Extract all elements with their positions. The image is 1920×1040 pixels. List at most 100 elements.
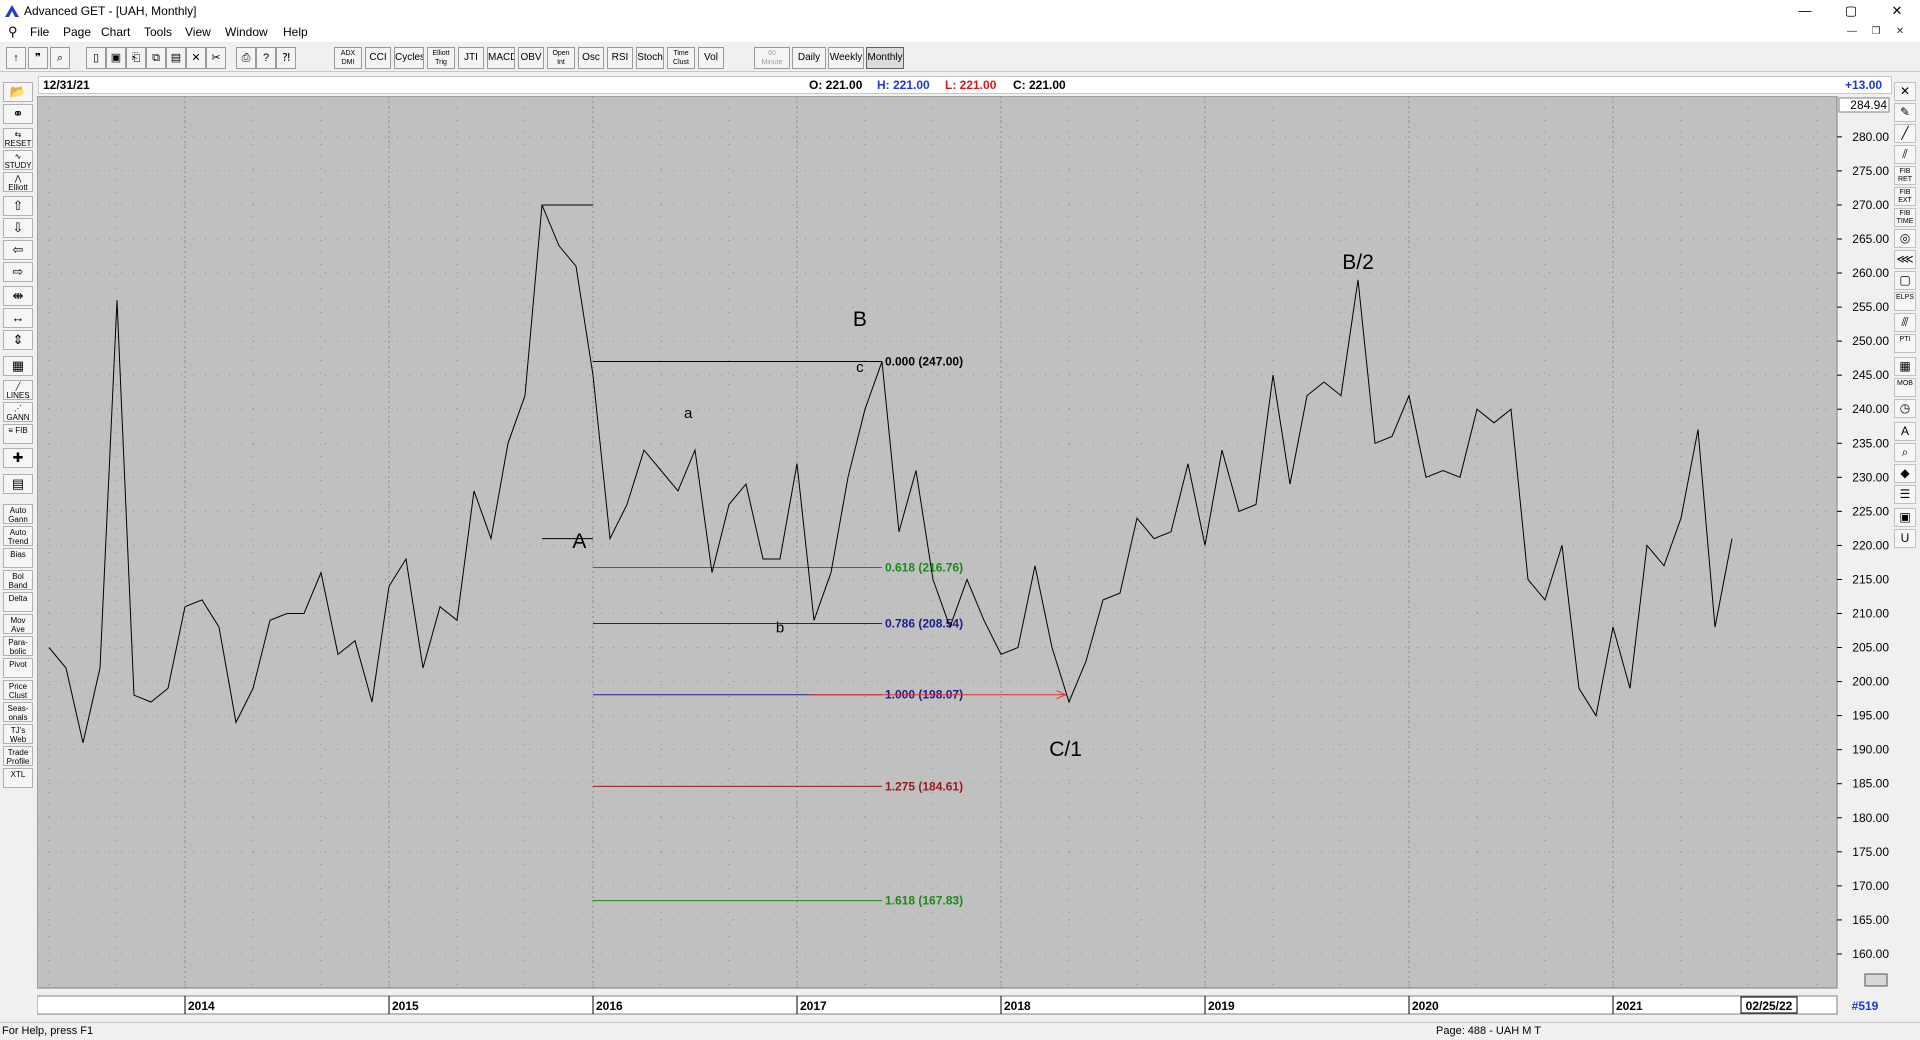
delete-icon[interactable]: ✕ [186, 47, 206, 69]
minimize-button[interactable]: — [1798, 3, 1812, 18]
tool-magnet-icon[interactable]: U [1894, 529, 1916, 548]
print-icon[interactable]: ⎙ [236, 47, 256, 69]
tool-lines-button[interactable]: ╱ LINES [3, 380, 33, 400]
menu-file[interactable]: File [30, 25, 50, 39]
vol-button[interactable]: Vol [698, 47, 724, 69]
tool-arrow-left-icon[interactable]: ⇦ [3, 240, 33, 260]
tool-delta-button[interactable]: Delta [3, 592, 33, 612]
tool-auto-gann-button[interactable]: Auto Gann [3, 504, 33, 524]
tool-text-icon[interactable]: A [1894, 422, 1916, 441]
daily-button[interactable]: Daily [792, 47, 826, 69]
child-restore-button[interactable]: ❐ [1871, 26, 1881, 37]
axis-scale-icon[interactable] [1864, 973, 1888, 987]
tool-fib-button[interactable]: ≡ FIB [3, 424, 33, 444]
tool-expand-h-icon[interactable]: ↔ [3, 308, 33, 328]
60-minute-button[interactable]: 60 Minute [754, 47, 790, 69]
menu-help[interactable]: Help [283, 25, 308, 39]
tool-bol-band-button[interactable]: Bol Band [3, 570, 33, 590]
tool-channel-icon[interactable]: ⫽ [1894, 145, 1916, 164]
tool-page-icon[interactable]: ▣ [1894, 508, 1916, 527]
tool-tjs-web-button[interactable]: TJ's Web [3, 724, 33, 744]
close-button[interactable]: ✕ [1891, 3, 1903, 18]
tool-binoculars-icon[interactable]: ⚭ [3, 104, 33, 124]
tool-fib-ext-button[interactable]: FIB EXT [1894, 187, 1916, 206]
price-chart[interactable]: 160.00 165.00 170.00 175.00 180.00 185.00 190.… [37, 96, 1893, 1016]
tool-bias-button[interactable]: Bias [3, 548, 33, 568]
tool-arrow-right-icon[interactable]: ⇨ [3, 262, 33, 282]
tool-trade-profile-button[interactable]: Trade Profile [3, 746, 33, 766]
tool-mob-button[interactable]: MOB [1894, 378, 1916, 397]
menu-page[interactable]: Page [63, 25, 92, 39]
jti-button[interactable]: JTI [458, 47, 484, 69]
tool-compress-icon[interactable]: ⇼ [3, 286, 33, 306]
tool-pencil-icon[interactable]: ✎ [1894, 103, 1916, 122]
child-minimize-button[interactable]: — [1847, 26, 1857, 37]
tool-list-icon[interactable]: ☰ [1894, 485, 1916, 504]
help-icon[interactable]: ? [256, 47, 276, 69]
tool-arrow-down-icon[interactable]: ⇩ [3, 218, 33, 238]
menu-window[interactable]: Window [225, 25, 268, 39]
paste-icon[interactable]: ▤ [166, 47, 186, 69]
tool-gann-button[interactable]: ⋰ GANN [3, 402, 33, 422]
tool-xtl-button[interactable]: XTL [3, 768, 33, 788]
quote-icon[interactable]: ❞ [28, 47, 48, 69]
cut-icon[interactable]: ✂ [206, 47, 226, 69]
tool-parabolic-button[interactable]: Para- bolic [3, 636, 33, 656]
tool-box-icon[interactable]: ▢ [1894, 271, 1916, 290]
open-icon[interactable]: ⎗ [126, 47, 146, 69]
tool-crosshair-icon[interactable]: ✚ [3, 448, 33, 468]
context-help-icon[interactable]: ⁈ [276, 47, 296, 69]
time-clust-button[interactable]: Time Clust [667, 47, 695, 69]
pointer-icon[interactable]: ↑ [6, 47, 26, 69]
menu-view[interactable]: View [185, 25, 211, 39]
tool-price-clust-button[interactable]: Price Clust [3, 680, 33, 700]
tool-elliott-button[interactable]: ⋀ Elliott [3, 172, 33, 192]
weekly-button[interactable]: Weekly [828, 47, 864, 69]
obv-button[interactable]: OBV [518, 47, 544, 69]
tool-circle-icon[interactable]: ◎ [1894, 229, 1916, 248]
tool-grid-tool-icon[interactable]: ▦ [1894, 357, 1916, 376]
tool-open-icon[interactable]: 📂 [3, 82, 33, 102]
tool-seasonals-button[interactable]: Seas- onals [3, 702, 33, 722]
tool-trendline-icon[interactable]: ╱ [1894, 124, 1916, 143]
tool-reset-button[interactable]: ⇆ RESET [3, 128, 33, 148]
cycles-button[interactable]: Cycles [394, 47, 424, 69]
tool-pivot-button[interactable]: Pivot [3, 658, 33, 678]
maximize-button[interactable]: ▢ [1844, 3, 1858, 18]
new-page-icon[interactable]: ▯ [86, 47, 106, 69]
tool-magnify-icon[interactable]: ⌕ [1894, 443, 1916, 462]
open-int-button[interactable]: Open Int [547, 47, 575, 69]
zoom-icon[interactable]: ⌕ [50, 47, 70, 69]
stoch-button[interactable]: Stoch [636, 47, 664, 69]
tool-print-icon[interactable]: ▤ [3, 474, 33, 494]
tool-mov-ave-button[interactable]: Mov Ave [3, 614, 33, 634]
save-icon[interactable]: ▣ [106, 47, 126, 69]
monthly-button[interactable]: Monthly [866, 47, 904, 69]
tool-cross-icon[interactable]: ✕ [1894, 82, 1916, 101]
tool-fib-time-button[interactable]: FIB TIME [1894, 208, 1916, 227]
copy-icon[interactable]: ⧉ [146, 47, 166, 69]
macd-button[interactable]: MACD [487, 47, 515, 69]
osc-button[interactable]: Osc [578, 47, 604, 69]
adx-button[interactable]: ADX DMI [334, 47, 362, 69]
tool-ellipse-button[interactable]: ELPS [1894, 292, 1916, 311]
tool-expand-v-icon[interactable]: ⇕ [3, 330, 33, 350]
tool-pti-button[interactable]: PTI [1894, 334, 1916, 353]
price-line-series[interactable] [48, 204, 1733, 744]
document-icon[interactable]: ⚲ [8, 24, 18, 39]
tool-fan-icon[interactable]: ⋘ [1894, 250, 1916, 269]
tool-clock-icon[interactable]: ◷ [1894, 399, 1916, 418]
tool-arrow-up-icon[interactable]: ⇧ [3, 196, 33, 216]
cci-button[interactable]: CCI [365, 47, 391, 69]
tool-grid-icon[interactable]: ▦ [3, 356, 33, 376]
tool-parallel-icon[interactable]: ⫻ [1894, 313, 1916, 332]
menu-tools[interactable]: Tools [144, 25, 173, 39]
tool-study-button[interactable]: ∿ STUDY [3, 150, 33, 170]
rsi-button[interactable]: RSI [607, 47, 633, 69]
child-close-button[interactable]: ✕ [1895, 26, 1905, 37]
menu-chart[interactable]: Chart [101, 25, 131, 39]
tool-fib-ret-button[interactable]: FIB RET [1894, 166, 1916, 185]
tool-eraser-icon[interactable]: ◆ [1894, 464, 1916, 483]
elliott-trig-button[interactable]: Elliott Trig [427, 47, 455, 69]
tool-auto-trend-button[interactable]: Auto Trend [3, 526, 33, 546]
